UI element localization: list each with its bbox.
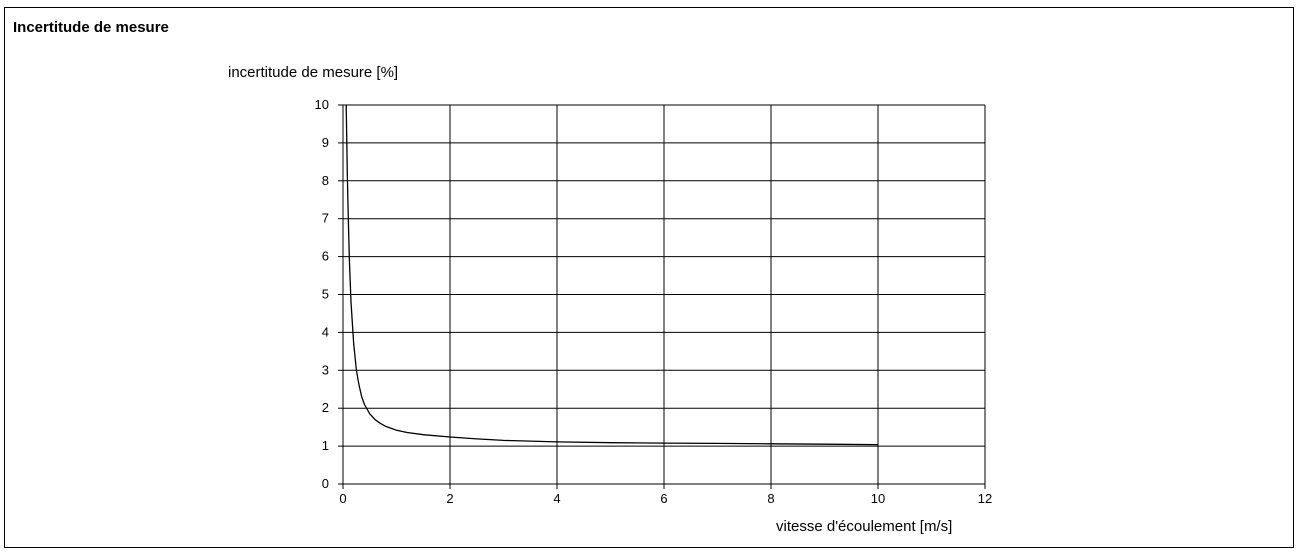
y-tick-label: 0	[322, 476, 329, 491]
y-tick-label: 8	[322, 173, 329, 188]
y-tick-label: 1	[322, 438, 329, 453]
y-tick-label: 10	[315, 97, 329, 112]
x-tick-label: 6	[660, 491, 667, 506]
uncertainty-curve	[345, 104, 879, 446]
figure-frame	[4, 7, 1294, 548]
x-tick-label: 4	[553, 491, 560, 506]
figure-title: Incertitude de mesure	[13, 19, 169, 36]
x-tick-label: 2	[446, 491, 453, 506]
y-tick-label: 2	[322, 400, 329, 415]
x-tick-label: 10	[871, 491, 885, 506]
y-tick-label: 7	[322, 211, 329, 226]
y-tick-label: 6	[322, 249, 329, 264]
y-tick-label: 3	[322, 362, 329, 377]
x-tick-label: 0	[339, 491, 346, 506]
y-tick-label: 5	[322, 287, 329, 302]
y-tick-label: 4	[322, 324, 329, 339]
x-tick-label: 8	[767, 491, 774, 506]
y-tick-label: 9	[322, 135, 329, 150]
y-axis-label: incertitude de mesure [%]	[228, 64, 399, 81]
x-tick-label: 12	[978, 491, 992, 506]
x-axis-label: vitesse d'écoulement [m/s]	[776, 518, 953, 535]
